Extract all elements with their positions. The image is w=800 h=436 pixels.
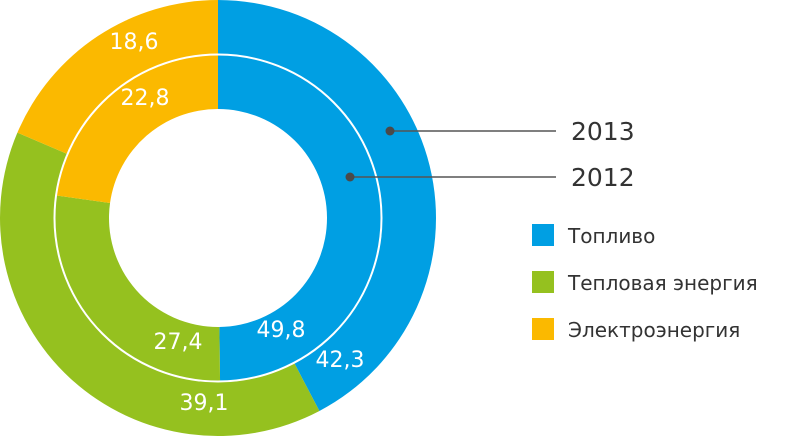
value-label-2013-heat: 39,1 — [180, 391, 229, 416]
legend-label-fuel: Топливо — [567, 224, 655, 248]
value-label-2012-fuel: 49,8 — [257, 318, 306, 343]
slice-2013-heat — [0, 132, 320, 436]
value-label-2012-electricity: 22,8 — [121, 86, 170, 111]
callout-dot-2013 — [385, 126, 395, 136]
donut-rings — [0, 0, 436, 436]
legend-item-fuel: Топливо — [532, 224, 655, 248]
series-name-2012: 2012 — [571, 163, 635, 192]
value-label-2013-fuel: 42,3 — [316, 348, 365, 373]
series-callout-2013: 2013 — [385, 117, 635, 146]
callout-dot-2012 — [345, 172, 355, 182]
value-label-2013-electricity: 18,6 — [110, 30, 159, 55]
ring-separator — [53, 53, 383, 383]
legend-swatch-heat — [532, 271, 554, 293]
legend-swatch-electricity — [532, 318, 554, 340]
legend-label-heat: Тепловая энергия — [567, 271, 758, 295]
series-callout-2012: 2012 — [345, 163, 635, 192]
slice-2012-electricity — [56, 55, 219, 203]
slice-2013-electricity — [17, 0, 218, 154]
slice-2012-fuel — [218, 55, 381, 381]
legend-swatch-fuel — [532, 224, 554, 246]
value-label-2012-heat: 27,4 — [154, 330, 203, 355]
value-labels: 42,3 39,1 18,6 49,8 27,4 22,8 — [110, 30, 365, 416]
legend-item-heat: Тепловая энергия — [532, 271, 758, 295]
slice-2013-fuel — [218, 0, 436, 411]
legend-item-electricity: Электроэнергия — [532, 318, 740, 342]
legend: Топливо Тепловая энергия Электроэнергия — [532, 224, 758, 342]
series-name-2013: 2013 — [571, 117, 635, 146]
legend-label-electricity: Электроэнергия — [568, 318, 740, 342]
slice-2012-heat — [55, 195, 221, 381]
